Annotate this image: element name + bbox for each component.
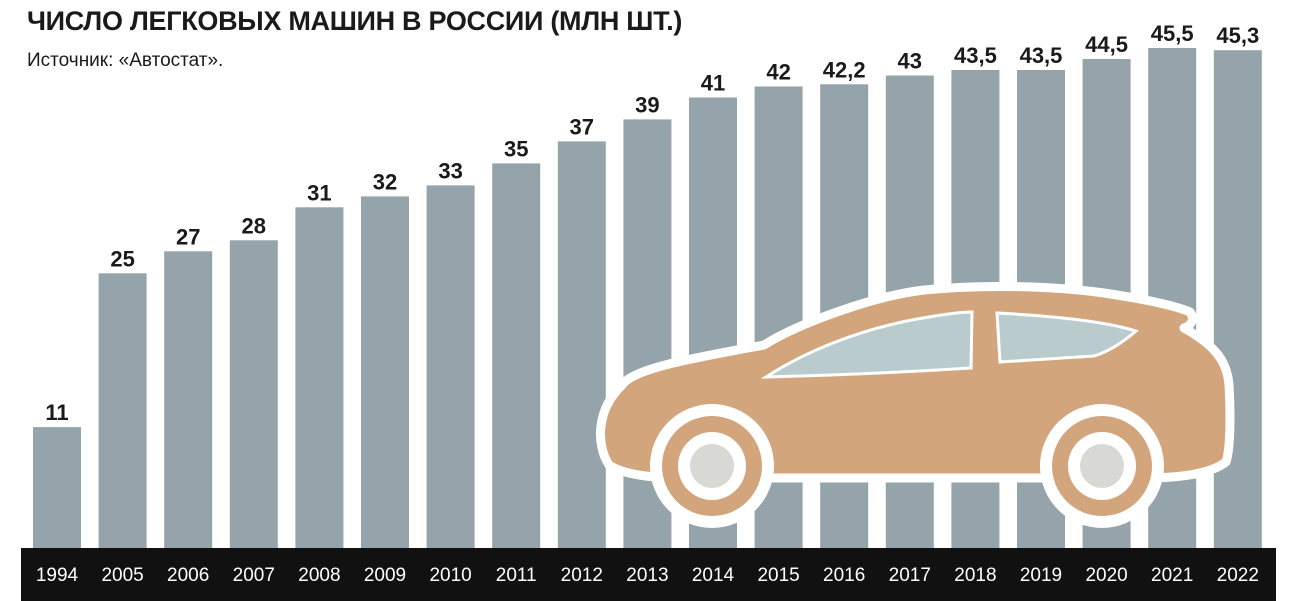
- bar-2012: [557, 141, 606, 548]
- value-label-2011: 35: [504, 136, 528, 161]
- x-tick-2021: 2021: [1151, 565, 1193, 586]
- value-label-2018: 43,5: [954, 43, 997, 68]
- rear-wheel-hub: [1080, 444, 1124, 488]
- value-label-2022: 45,3: [1216, 23, 1259, 48]
- x-tick-2017: 2017: [889, 565, 931, 586]
- value-label-1994: 11: [45, 400, 68, 425]
- bar-2011: [492, 163, 541, 548]
- value-label-2012: 37: [570, 114, 594, 139]
- value-label-2006: 27: [176, 224, 200, 249]
- x-tick-2013: 2013: [626, 565, 668, 586]
- value-label-2016: 42,2: [823, 57, 866, 82]
- chart-source: Источник: «Автостат».: [27, 50, 224, 71]
- x-tick-2018: 2018: [954, 565, 996, 586]
- bar-2005: [98, 273, 147, 548]
- x-tick-2012: 2012: [561, 565, 603, 586]
- chart-title: ЧИСЛО ЛЕГКОВЫХ МАШИН В РОССИИ (МЛН ШТ.): [27, 6, 683, 36]
- x-tick-2020: 2020: [1085, 565, 1127, 586]
- bar-2007: [229, 240, 278, 549]
- value-label-2013: 39: [635, 92, 659, 117]
- x-tick-2016: 2016: [823, 565, 865, 586]
- x-tick-2015: 2015: [757, 565, 799, 586]
- front-wheel-hub: [690, 444, 734, 488]
- value-label-2010: 33: [438, 158, 462, 183]
- x-tick-2009: 2009: [364, 565, 406, 586]
- bar-2010: [426, 185, 475, 548]
- car-windshield: [760, 310, 974, 379]
- value-label-2019: 43,5: [1020, 43, 1063, 68]
- bar-2006: [164, 251, 213, 549]
- value-label-2015: 42: [766, 60, 790, 85]
- value-label-2014: 41: [701, 71, 725, 96]
- value-label-2008: 31: [307, 180, 331, 205]
- value-label-2009: 32: [373, 169, 397, 194]
- value-label-2021: 45,5: [1151, 21, 1194, 46]
- car-rear-window: [995, 311, 1140, 364]
- x-tick-2006: 2006: [167, 565, 209, 586]
- bar-1994: [33, 427, 81, 548]
- x-tick-1994: 1994: [36, 565, 79, 586]
- bar-2009: [361, 196, 409, 548]
- x-axis-band: [21, 548, 1276, 601]
- value-label-2020: 44,5: [1085, 32, 1128, 57]
- x-axis-ticks: 1994 2005 2006 2007 2008 2009 2010 2011 2012 2013…: [36, 565, 1259, 586]
- x-tick-2007: 2007: [233, 565, 275, 586]
- x-tick-2005: 2005: [101, 565, 143, 586]
- x-tick-2022: 2022: [1217, 565, 1259, 586]
- value-label-2005: 25: [110, 246, 134, 271]
- x-tick-2010: 2010: [429, 565, 471, 586]
- value-label-2017: 43: [898, 49, 922, 74]
- car-illustration: [595, 281, 1235, 528]
- bar-2008: [295, 207, 344, 549]
- bar-2022: [1213, 50, 1262, 548]
- x-tick-2008: 2008: [298, 565, 340, 586]
- x-tick-2019: 2019: [1020, 565, 1062, 586]
- x-tick-2011: 2011: [496, 565, 537, 586]
- x-tick-2014: 2014: [692, 565, 735, 586]
- value-label-2007: 28: [242, 213, 266, 238]
